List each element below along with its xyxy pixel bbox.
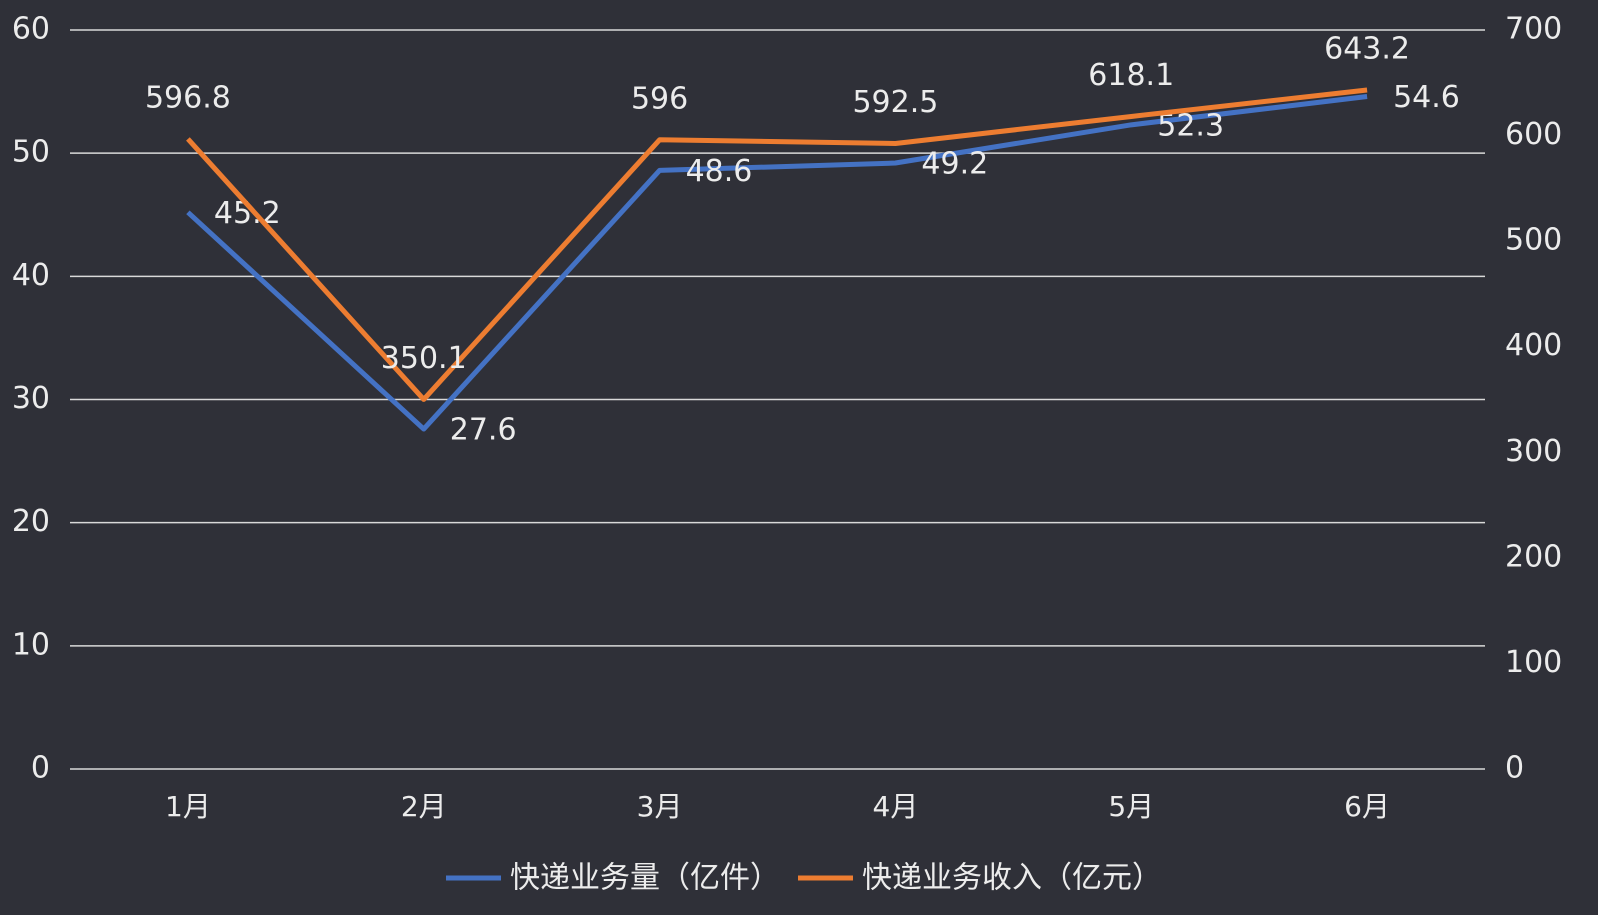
x-tick-label: 5月 xyxy=(1108,790,1154,823)
y2-tick-label: 400 xyxy=(1505,328,1562,363)
y2-tick-label: 300 xyxy=(1505,434,1562,469)
data-label: 54.6 xyxy=(1393,80,1460,115)
data-label: 596 xyxy=(631,81,688,116)
data-label: 592.5 xyxy=(852,85,938,120)
x-tick-label: 1月 xyxy=(165,790,211,823)
y2-tick-label: 500 xyxy=(1505,223,1562,258)
x-tick-label: 3月 xyxy=(637,790,683,823)
x-tick-label: 2月 xyxy=(401,790,447,823)
y-tick-label: 20 xyxy=(12,504,50,539)
x-tick-label: 6月 xyxy=(1344,790,1390,823)
y2-tick-label: 100 xyxy=(1505,645,1562,680)
y2-tick-label: 700 xyxy=(1505,12,1562,47)
y-tick-label: 40 xyxy=(12,258,50,293)
y-tick-label: 10 xyxy=(12,627,50,662)
series-line xyxy=(186,94,1368,432)
y-tick-label: 60 xyxy=(12,12,50,47)
legend-label: 快递业务收入（亿元） xyxy=(862,861,1162,896)
y2-tick-label: 0 xyxy=(1505,751,1524,786)
y-tick-label: 50 xyxy=(12,135,50,170)
y-tick-label: 30 xyxy=(12,381,50,416)
legend-label: 快递业务量（亿件） xyxy=(510,861,780,896)
data-label: 350.1 xyxy=(381,341,467,376)
data-label: 618.1 xyxy=(1088,58,1174,93)
y2-tick-label: 200 xyxy=(1505,539,1562,574)
data-label: 596.8 xyxy=(145,80,231,115)
data-label: 27.6 xyxy=(450,413,517,448)
data-label: 49.2 xyxy=(921,147,988,182)
data-label: 643.2 xyxy=(1324,31,1410,66)
data-label: 48.6 xyxy=(686,154,753,189)
series-line xyxy=(186,87,1368,402)
y-tick-label: 0 xyxy=(31,751,50,786)
y2-tick-label: 600 xyxy=(1505,117,1562,152)
x-tick-label: 4月 xyxy=(873,790,919,823)
